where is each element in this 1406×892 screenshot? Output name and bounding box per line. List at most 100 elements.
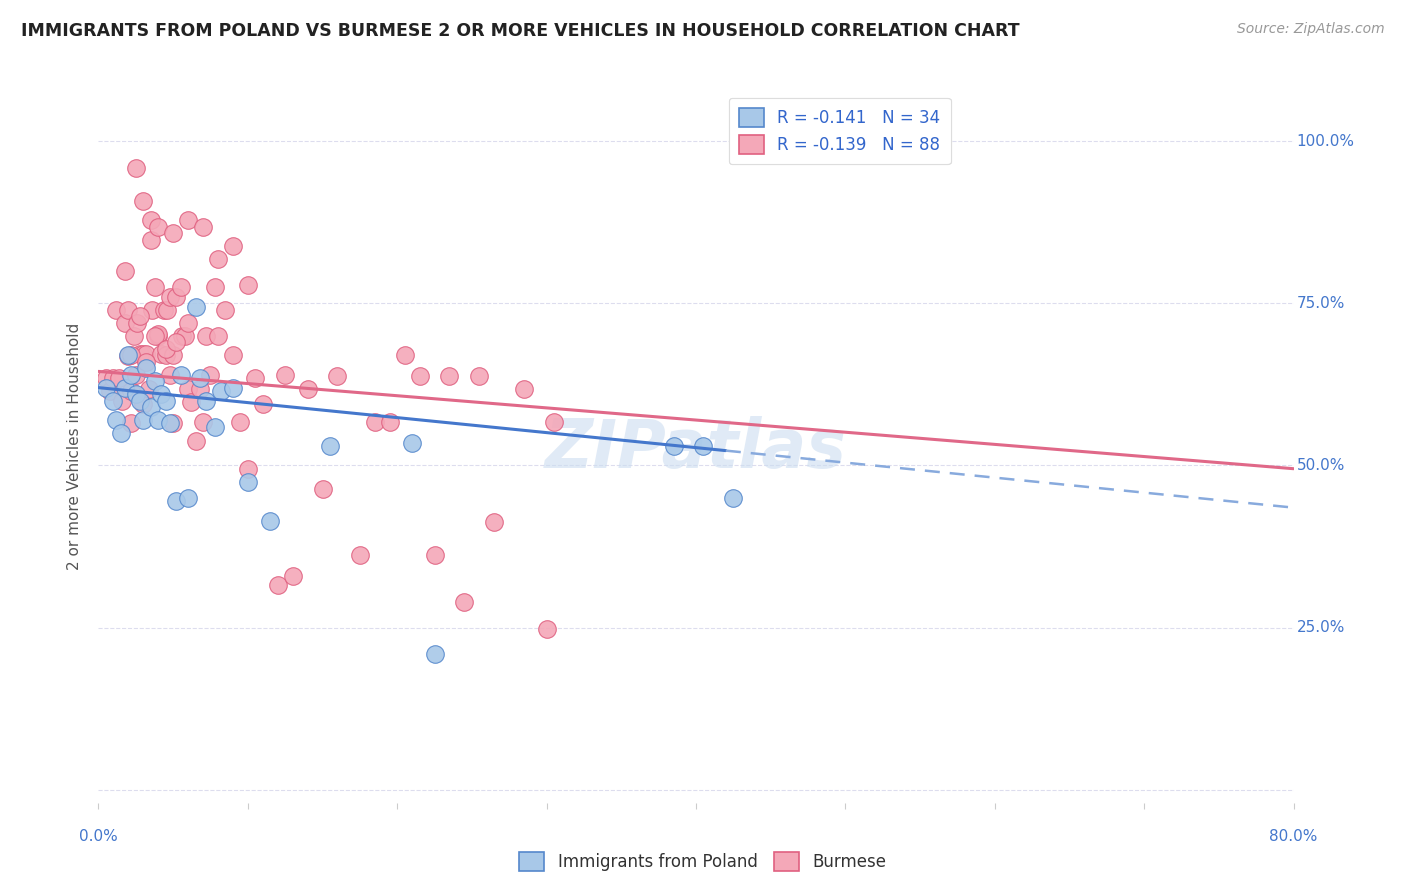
Point	[108, 371, 131, 385]
Point	[135, 347, 157, 361]
Point	[222, 381, 245, 395]
Point	[103, 371, 125, 385]
Point	[148, 219, 170, 234]
Point	[94, 371, 117, 385]
Text: 0.0%: 0.0%	[79, 829, 118, 844]
Point	[162, 348, 184, 362]
Point	[468, 368, 491, 383]
Point	[135, 361, 157, 376]
Point	[98, 384, 122, 398]
Legend: Immigrants from Poland, Burmese: Immigrants from Poland, Burmese	[510, 843, 896, 880]
Point	[159, 417, 181, 431]
Point	[209, 384, 232, 398]
Point	[159, 368, 181, 382]
Point	[319, 439, 342, 453]
Point	[148, 328, 170, 343]
Point	[125, 368, 148, 382]
Text: 100.0%: 100.0%	[1296, 134, 1354, 149]
Point	[297, 382, 319, 396]
Point	[103, 393, 125, 408]
Point	[155, 348, 177, 362]
Point	[120, 417, 142, 431]
Point	[177, 213, 200, 227]
Point	[439, 368, 461, 383]
Point	[156, 302, 179, 317]
Point	[184, 434, 207, 448]
Point	[177, 382, 200, 396]
Text: 80.0%: 80.0%	[1270, 829, 1317, 844]
Point	[453, 595, 475, 609]
Point	[513, 382, 536, 396]
Point	[114, 264, 136, 278]
Point	[692, 439, 714, 453]
Text: 25.0%: 25.0%	[1296, 620, 1346, 635]
Point	[394, 348, 416, 362]
Point	[141, 302, 163, 317]
Text: ZIPatlas: ZIPatlas	[546, 417, 846, 483]
Text: 75.0%: 75.0%	[1296, 296, 1346, 310]
Point	[245, 371, 267, 385]
Point	[188, 382, 211, 396]
Point	[111, 393, 134, 408]
Point	[150, 347, 173, 361]
Point	[214, 302, 236, 317]
Point	[120, 368, 142, 382]
Point	[191, 219, 214, 234]
Point	[259, 514, 281, 528]
Point	[129, 310, 152, 324]
Point	[188, 371, 211, 385]
Point	[162, 417, 184, 431]
Point	[125, 387, 148, 401]
Point	[110, 425, 132, 440]
Point	[165, 335, 187, 350]
Point	[105, 302, 128, 317]
Point	[117, 348, 139, 362]
Point	[143, 374, 166, 388]
Point	[184, 300, 207, 314]
Point	[723, 491, 745, 505]
Point	[200, 368, 222, 382]
Point	[378, 415, 401, 429]
Point	[162, 226, 184, 240]
Point	[132, 413, 155, 427]
Point	[143, 328, 166, 343]
Point	[191, 415, 214, 429]
Point	[236, 461, 259, 475]
Point	[139, 400, 162, 414]
Point	[252, 397, 274, 411]
Point	[236, 475, 259, 489]
Point	[120, 348, 142, 362]
Point	[207, 252, 229, 267]
Point	[543, 415, 565, 429]
Point	[155, 393, 177, 408]
Point	[114, 316, 136, 330]
Point	[194, 393, 218, 408]
Point	[127, 316, 149, 330]
Point	[536, 622, 558, 636]
Point	[159, 290, 181, 304]
Point	[401, 435, 423, 450]
Point	[662, 439, 685, 453]
Point	[194, 328, 218, 343]
Point	[148, 326, 170, 341]
Point	[117, 350, 139, 364]
Point	[207, 328, 229, 343]
Point	[132, 194, 155, 208]
Point	[484, 515, 506, 529]
Point	[94, 381, 117, 395]
Point	[139, 213, 162, 227]
Point	[120, 384, 142, 398]
Point	[177, 491, 200, 505]
Point	[204, 419, 226, 434]
Point	[105, 413, 128, 427]
Point	[132, 397, 155, 411]
Point	[139, 233, 162, 247]
Point	[174, 328, 197, 343]
Point	[267, 578, 290, 592]
Y-axis label: 2 or more Vehicles in Household: 2 or more Vehicles in Household	[67, 322, 83, 570]
Point	[326, 368, 349, 383]
Point	[169, 280, 191, 294]
Point	[114, 381, 136, 395]
Point	[222, 348, 245, 362]
Point	[364, 415, 387, 429]
